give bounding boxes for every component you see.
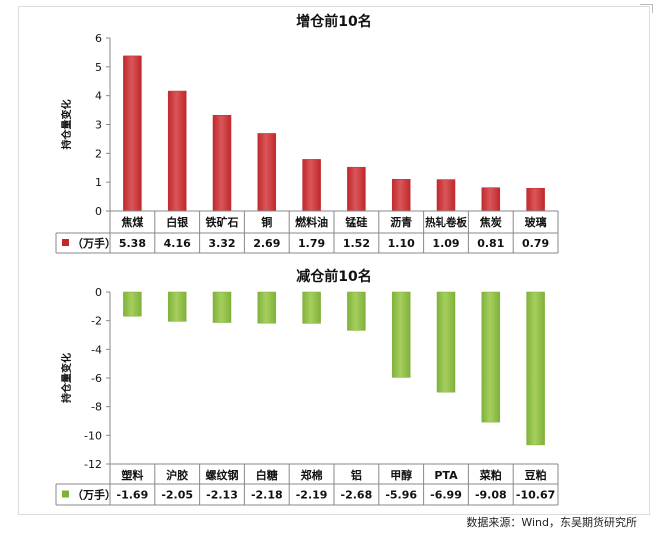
category-label: 玻璃: [525, 215, 547, 229]
y-tick-label: -12: [84, 458, 102, 471]
category-label: 燃料油: [294, 215, 328, 229]
category-label: 郑棉: [301, 468, 323, 482]
data-value-label: 1.10: [388, 237, 415, 250]
figure-frame: [18, 6, 650, 515]
bar-锰硅: [347, 166, 366, 212]
data-value-label: -2.19: [296, 489, 328, 502]
data-value-label: 4.16: [164, 237, 191, 250]
category-label: 菜粕: [479, 468, 502, 482]
category-label: 焦炭: [479, 215, 502, 229]
category-label: 螺纹钢: [206, 468, 239, 482]
y-tick-label: 1: [95, 176, 102, 189]
corner-mark: [640, 4, 653, 13]
data-value-label: 3.32: [208, 237, 235, 250]
category-label: 焦煤: [120, 215, 144, 229]
data-value-label: -1.69: [117, 489, 149, 502]
y-tick-label: 5: [95, 61, 102, 74]
chart-title: 减仓前10名: [296, 268, 371, 285]
category-label: 甲醇: [390, 468, 412, 482]
y-tick-label: -10: [84, 429, 102, 442]
data-value-label: -2.05: [161, 489, 193, 502]
bar-玻璃: [526, 187, 545, 212]
data-value-label: 5.38: [119, 237, 146, 250]
bar-沪胶: [167, 291, 187, 322]
bar-焦煤: [123, 55, 142, 212]
y-tick-label: 6: [95, 32, 102, 45]
bar-螺纹钢: [212, 291, 232, 323]
category-label: 铜: [260, 215, 272, 229]
category-label: 热轧卷板: [425, 215, 468, 229]
legend-label: （万手）: [72, 236, 116, 250]
data-value-label: -6.99: [430, 489, 462, 502]
bar-塑料: [123, 291, 142, 317]
category-label: 白糖: [256, 468, 278, 482]
y-tick-label: 2: [95, 147, 102, 160]
y-tick-label: 3: [95, 119, 102, 132]
y-tick-label: -2: [91, 315, 102, 328]
chart-title: 增仓前10名: [296, 13, 371, 30]
y-axis-title: 持仓量变化: [60, 100, 73, 150]
source-note: 数据来源：Wind，东吴期货研究所: [466, 516, 637, 529]
data-value-label: -5.96: [385, 489, 417, 502]
category-label: 铝: [351, 468, 362, 482]
data-value-label: -2.13: [206, 489, 238, 502]
bar-燃料油: [302, 159, 321, 212]
data-value-label: -2.18: [251, 489, 283, 502]
y-axis-title: 持仓量变化: [60, 353, 73, 403]
data-value-label: 1.09: [432, 237, 459, 250]
category-label: 塑料: [121, 468, 143, 482]
legend-swatch: [62, 239, 69, 246]
y-tick-label: -4: [91, 343, 102, 356]
bar-PTA: [436, 291, 456, 393]
bar-铝: [347, 291, 366, 331]
bar-菜粕: [481, 291, 501, 423]
bar-铁矿石: [212, 115, 232, 212]
bar-沥青: [391, 179, 411, 212]
y-tick-label: 0: [95, 205, 102, 218]
data-value-label: 0.79: [522, 237, 549, 250]
data-value-label: 1.79: [298, 237, 325, 250]
data-value-label: -9.08: [475, 489, 507, 502]
category-label: 沪胶: [166, 468, 188, 482]
legend-swatch: [62, 490, 69, 498]
bar-甲醇: [391, 291, 411, 378]
bar-热轧卷板: [436, 179, 456, 212]
category-label: PTA: [434, 469, 458, 482]
category-label: 铁矿石: [206, 215, 239, 229]
category-label: 豆粕: [525, 468, 547, 482]
y-tick-label: -6: [91, 372, 102, 385]
y-tick-label: 0: [95, 286, 102, 299]
bar-白糖: [257, 291, 277, 324]
data-value-label: -10.67: [516, 489, 555, 502]
y-tick-label: -8: [91, 401, 102, 414]
data-value-label: 0.81: [477, 237, 504, 250]
legend-label: （万手）: [72, 488, 116, 502]
category-label: 沥青: [390, 215, 412, 229]
bar-白银: [167, 90, 187, 212]
bar-铜: [257, 133, 277, 212]
bar-焦炭: [481, 187, 501, 212]
category-label: 锰硅: [345, 215, 367, 229]
bar-豆粕: [526, 291, 545, 446]
data-value-label: 2.69: [253, 237, 280, 250]
data-value-label: 1.52: [343, 237, 370, 250]
bar-郑棉: [302, 291, 321, 324]
category-label: 白银: [166, 215, 189, 229]
y-tick-label: 4: [95, 90, 102, 103]
data-value-label: -2.68: [341, 489, 373, 502]
